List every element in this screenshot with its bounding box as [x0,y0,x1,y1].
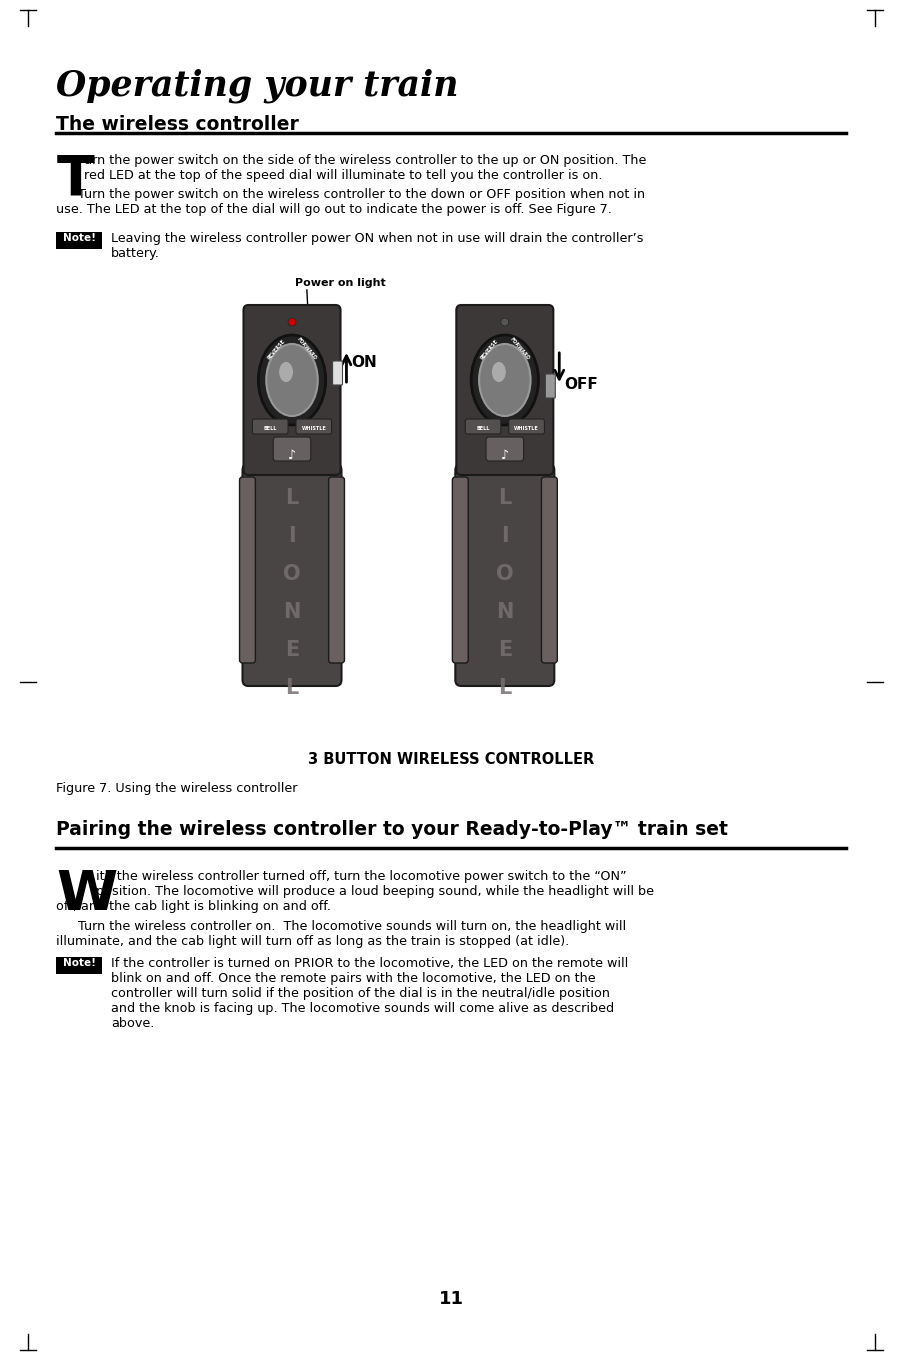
Ellipse shape [478,343,530,416]
Text: L: L [285,488,298,508]
FancyBboxPatch shape [252,418,288,433]
FancyBboxPatch shape [465,418,500,433]
Text: Turn the power switch on the wireless controller to the down or OFF position whe: Turn the power switch on the wireless co… [78,188,645,200]
Text: off, and the cab light is blinking on and off.: off, and the cab light is blinking on an… [56,900,331,913]
FancyBboxPatch shape [296,418,332,433]
Text: ith the wireless controller turned off, turn the locomotive power switch to the : ith the wireless controller turned off, … [96,870,626,883]
Text: OFF: OFF [564,378,598,393]
Text: BELL: BELL [263,427,277,431]
FancyBboxPatch shape [273,438,311,461]
FancyBboxPatch shape [333,361,343,384]
Text: Note!: Note! [63,233,96,243]
Text: Leaving the wireless controller power ON when not in use will drain the controll: Leaving the wireless controller power ON… [111,232,642,245]
Text: WHISTLE: WHISTLE [514,427,538,431]
Text: battery.: battery. [111,247,159,260]
Ellipse shape [471,335,537,425]
Text: The wireless controller: The wireless controller [56,114,299,134]
FancyBboxPatch shape [328,477,344,662]
Text: I: I [288,526,295,547]
Text: E: E [497,641,511,660]
Text: controller will turn solid if the position of the dial is in the neutral/idle po: controller will turn solid if the positi… [111,987,609,1000]
Text: FORWARD: FORWARD [296,337,317,361]
Text: Figure 7. Using the wireless controller: Figure 7. Using the wireless controller [56,782,298,795]
Text: E: E [284,641,299,660]
FancyBboxPatch shape [541,477,557,662]
FancyBboxPatch shape [240,477,255,662]
Text: red LED at the top of the speed dial will illuminate to tell you the controller : red LED at the top of the speed dial wil… [84,169,602,183]
Text: ♪: ♪ [288,448,296,462]
Text: W: W [56,868,118,921]
Circle shape [500,318,508,326]
FancyBboxPatch shape [455,463,554,686]
Text: illuminate, and the cab light will turn off as long as the train is stopped (at : illuminate, and the cab light will turn … [56,935,569,949]
Text: and the knob is facing up. The locomotive sounds will come alive as described: and the knob is facing up. The locomotiv… [111,1002,613,1015]
Text: above.: above. [111,1017,154,1030]
Text: use. The LED at the top of the dial will go out to indicate the power is off. Se: use. The LED at the top of the dial will… [56,203,611,215]
Text: N: N [496,602,513,622]
Text: WHISTLE: WHISTLE [301,427,326,431]
Text: Note!: Note! [63,958,96,968]
FancyBboxPatch shape [452,477,467,662]
Text: If the controller is turned on PRIOR to the locomotive, the LED on the remote wi: If the controller is turned on PRIOR to … [111,957,628,970]
Text: blink on and off. Once the remote pairs with the locomotive, the LED on the: blink on and off. Once the remote pairs … [111,972,595,985]
Circle shape [288,318,296,326]
Text: 11: 11 [438,1289,464,1308]
Text: N: N [283,602,301,622]
Ellipse shape [491,363,506,382]
Text: L: L [497,488,511,508]
Text: REVERSE: REVERSE [478,338,498,360]
FancyBboxPatch shape [508,418,544,433]
Text: FORWARD: FORWARD [508,337,530,361]
FancyBboxPatch shape [242,463,341,686]
Text: Operating your train: Operating your train [56,68,458,102]
Text: urn the power switch on the side of the wireless controller to the up or ON posi: urn the power switch on the side of the … [84,154,646,168]
Text: L: L [497,677,511,698]
FancyBboxPatch shape [486,438,523,461]
FancyBboxPatch shape [243,305,340,474]
Text: L: L [285,677,298,698]
Text: position. The locomotive will produce a loud beeping sound, while the headlight : position. The locomotive will produce a … [96,885,653,898]
Ellipse shape [258,335,325,425]
Text: Pairing the wireless controller to your Ready-to-Play™ train set: Pairing the wireless controller to your … [56,821,728,840]
FancyBboxPatch shape [56,232,102,249]
Text: Turn the wireless controller on.  The locomotive sounds will turn on, the headli: Turn the wireless controller on. The loc… [78,920,626,934]
Text: BELL: BELL [476,427,489,431]
FancyBboxPatch shape [56,957,102,975]
Text: Power on light: Power on light [294,278,385,288]
Text: T: T [56,153,94,206]
Text: ON: ON [351,354,377,369]
Text: O: O [283,564,301,583]
Text: ♪: ♪ [500,448,508,462]
Text: 3 BUTTON WIRELESS CONTROLLER: 3 BUTTON WIRELESS CONTROLLER [308,752,594,767]
FancyBboxPatch shape [545,373,555,398]
Text: I: I [500,526,508,547]
Ellipse shape [266,343,317,416]
Ellipse shape [279,363,292,382]
FancyBboxPatch shape [456,305,553,474]
Text: O: O [496,564,513,583]
Text: REVERSE: REVERSE [266,338,286,360]
